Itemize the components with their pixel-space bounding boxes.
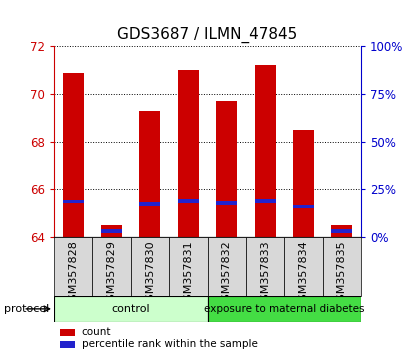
Bar xyxy=(208,296,361,322)
Bar xyxy=(284,237,323,296)
Text: GSM357830: GSM357830 xyxy=(145,240,155,308)
Bar xyxy=(101,225,122,237)
Text: GSM357833: GSM357833 xyxy=(260,240,270,308)
Bar xyxy=(254,199,276,202)
Bar xyxy=(93,237,131,296)
Bar xyxy=(293,205,314,209)
Bar xyxy=(101,229,122,233)
Text: percentile rank within the sample: percentile rank within the sample xyxy=(82,339,257,349)
Bar xyxy=(139,202,161,206)
Bar xyxy=(254,65,276,237)
Bar xyxy=(60,329,76,336)
Text: protocol: protocol xyxy=(4,304,49,314)
Text: control: control xyxy=(111,304,150,314)
Title: GDS3687 / ILMN_47845: GDS3687 / ILMN_47845 xyxy=(117,27,298,43)
Bar xyxy=(54,296,208,322)
Bar xyxy=(323,237,361,296)
Bar xyxy=(54,237,92,296)
Bar xyxy=(216,201,237,205)
Bar xyxy=(63,200,84,203)
Text: exposure to maternal diabetes: exposure to maternal diabetes xyxy=(204,304,364,314)
Text: GSM357834: GSM357834 xyxy=(298,240,308,308)
Bar xyxy=(178,70,199,237)
Bar xyxy=(169,237,208,296)
Bar xyxy=(208,237,246,296)
Text: GSM357832: GSM357832 xyxy=(222,240,232,308)
Text: GSM357829: GSM357829 xyxy=(107,240,117,308)
Bar xyxy=(293,130,314,237)
Bar xyxy=(331,229,352,233)
Text: GSM357831: GSM357831 xyxy=(183,240,193,308)
Bar xyxy=(246,237,284,296)
Text: count: count xyxy=(82,327,111,337)
Bar xyxy=(178,199,199,202)
Bar xyxy=(63,74,84,237)
Bar xyxy=(331,225,352,237)
Text: GSM357835: GSM357835 xyxy=(337,240,347,308)
Text: GSM357828: GSM357828 xyxy=(68,240,78,308)
Bar xyxy=(131,237,169,296)
Bar xyxy=(60,341,76,348)
Bar xyxy=(216,101,237,237)
Bar xyxy=(139,110,161,237)
